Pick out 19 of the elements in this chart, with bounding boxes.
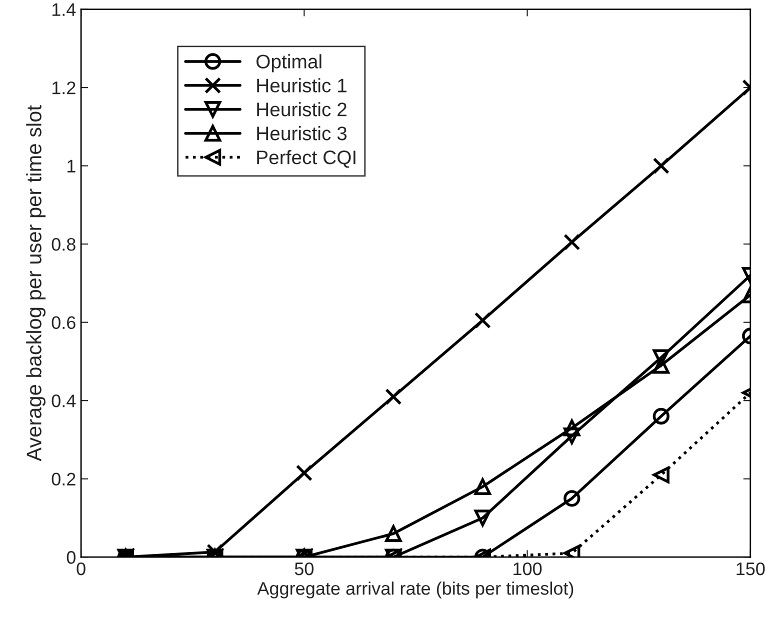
- y-tick-label: 0.6: [52, 316, 76, 330]
- y-axis-title: Average backlog per user per time slot: [26, 105, 46, 462]
- legend-label: Heuristic 1: [257, 78, 346, 92]
- x-tick-label: 150: [736, 562, 765, 576]
- y-tick-label: 0: [66, 551, 76, 564]
- legend-label: Perfect CQI: [257, 150, 356, 168]
- y-tick-label: 1.4: [52, 3, 76, 16]
- x-tick-label: 100: [514, 562, 542, 576]
- y-tick-label: 0.4: [52, 394, 76, 408]
- y-tick-label: 0.2: [52, 472, 76, 486]
- legend-label: Optimal: [256, 54, 322, 72]
- legend-label: Heuristic 2: [257, 102, 346, 116]
- x-tick-label: 50: [294, 562, 314, 576]
- y-tick-label: 1: [68, 160, 76, 172]
- x-axis-title: Aggregate arrival rate (bits per timeslot): [257, 582, 574, 598]
- y-tick-label: 1.2: [52, 81, 76, 94]
- legend-label: Heuristic 3: [257, 126, 347, 140]
- x-tick-label: 0: [76, 562, 86, 576]
- y-tick-label: 0.8: [52, 238, 76, 251]
